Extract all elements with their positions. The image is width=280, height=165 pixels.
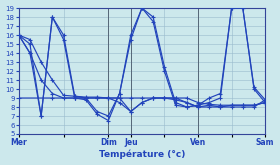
X-axis label: Température (°c): Température (°c) bbox=[99, 150, 185, 159]
